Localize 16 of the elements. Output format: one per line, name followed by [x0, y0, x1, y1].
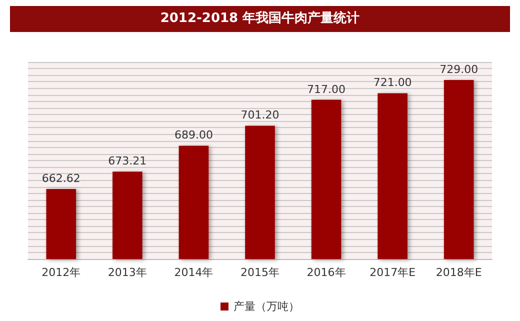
- data-label: 701.20: [240, 108, 280, 122]
- legend-label: 产量（万吨）: [234, 300, 300, 313]
- data-label: 662.62: [42, 172, 80, 186]
- data-label: 721.00: [373, 76, 412, 90]
- data-label: 689.00: [174, 128, 213, 142]
- data-label: 673.21: [108, 154, 147, 168]
- x-tick-label: 2015年: [240, 266, 280, 279]
- x-tick-label: 2016年: [306, 266, 346, 279]
- x-tick-label: 2014年: [174, 266, 214, 279]
- x-tick-label: 2017年E: [370, 266, 416, 279]
- chart-title: 2012-2018 年我国牛肉产量统计: [10, 6, 510, 32]
- x-tick-label: 2012年: [42, 266, 81, 279]
- data-label: 717.00: [307, 82, 346, 96]
- x-tick-label: 2018年E: [436, 266, 482, 279]
- x-tick-label: 2013年: [108, 266, 147, 279]
- data-label: 729.00: [440, 63, 478, 76]
